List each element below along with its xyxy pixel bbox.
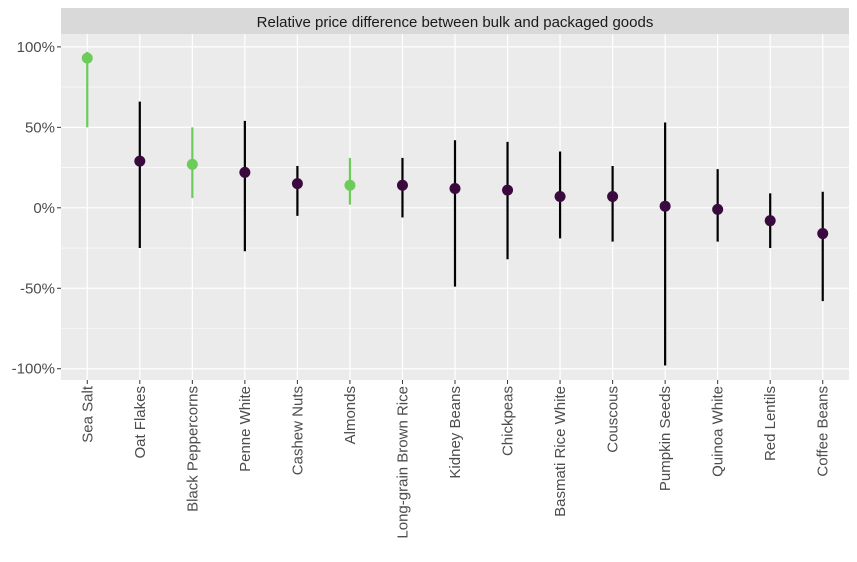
error-bars xyxy=(86,51,824,366)
data-point xyxy=(134,155,146,167)
x-tick-label: Coffee Beans xyxy=(815,386,832,477)
x-tick-label: Oat Flakes xyxy=(132,386,149,459)
x-tick-label: Cashew Nuts xyxy=(289,386,306,475)
x-tick-label: Pumpkin Seeds xyxy=(657,386,674,491)
x-tick-label: Long-grain Brown Rice xyxy=(394,386,411,539)
data-point xyxy=(607,191,619,203)
x-tick-label: Chickpeas xyxy=(500,386,517,456)
data-point xyxy=(502,184,514,196)
x-tick-label: Almonds xyxy=(342,386,359,444)
data-point xyxy=(712,203,724,215)
x-tick-label: Penne White xyxy=(237,386,254,472)
x-tick-label: Basmati Rice White xyxy=(552,386,569,517)
x-tick-label: Kidney Beans xyxy=(447,386,464,479)
data-point xyxy=(291,178,303,190)
x-tick-label: Red Lentils xyxy=(762,386,779,461)
strip-background xyxy=(61,8,849,34)
data-point xyxy=(449,182,461,194)
data-point xyxy=(817,228,829,240)
y-tick-label: -100% xyxy=(12,361,55,378)
chart-title: Relative price difference between bulk a… xyxy=(257,14,654,31)
y-tick-label: 0% xyxy=(33,200,55,217)
data-point xyxy=(764,215,776,227)
data-point xyxy=(239,166,251,178)
y-axis: -100% -50% 0% 50% 100% xyxy=(12,39,61,378)
x-tick-label: Black Peppercorns xyxy=(184,386,201,512)
data-point xyxy=(396,179,408,191)
data-point xyxy=(81,52,93,64)
x-tick-label: Quinoa White xyxy=(710,386,727,477)
x-tick-label: Sea Salt xyxy=(79,385,96,443)
y-tick-label: -50% xyxy=(20,280,55,297)
data-points xyxy=(81,52,829,240)
x-axis: Sea Salt Oat Flakes Black Peppercorns Penne… xyxy=(79,380,832,539)
x-tick-label: Couscous xyxy=(605,386,622,453)
data-point xyxy=(659,200,671,212)
y-tick-label: 100% xyxy=(17,39,55,56)
data-point xyxy=(344,179,356,191)
data-point xyxy=(186,158,198,170)
data-point xyxy=(554,191,566,203)
y-tick-label: 50% xyxy=(25,119,55,136)
